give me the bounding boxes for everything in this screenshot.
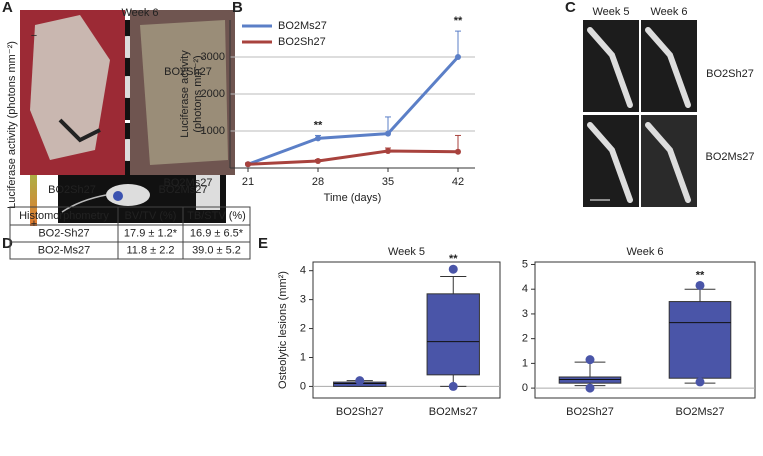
xray-images (583, 20, 697, 207)
y-tick-label: 0 (522, 382, 528, 394)
table-cell: BO2-Sh27 (38, 227, 89, 239)
plot-frame (534, 261, 756, 399)
annotation: ** (314, 119, 323, 131)
panel-label: B (232, 0, 243, 16)
table-cell: 11.8 ± 2.2 (126, 244, 174, 256)
chart-title: Week 6 (626, 246, 663, 258)
point (448, 381, 458, 391)
point (455, 54, 461, 60)
point (455, 148, 461, 155)
y-tick-label: 2 (522, 333, 528, 345)
legend-label: BO2Ms27 (278, 20, 327, 32)
y-tick-label: 1 (522, 357, 528, 369)
panel-label: E (258, 235, 268, 252)
x-tick-label: 42 (452, 176, 464, 188)
x-axis-label: Time (days) (324, 192, 382, 204)
panel-label: A (2, 0, 13, 16)
annotation: ** (696, 269, 705, 281)
image-label: BO2Ms27 (159, 184, 208, 196)
chart-title: Week 5 (388, 246, 425, 258)
line-series (247, 55, 460, 166)
y-tick-label: 0 (300, 380, 306, 392)
box (668, 301, 732, 379)
point (585, 355, 595, 365)
x-tick-label: 28 (312, 176, 324, 188)
table-border (9, 206, 251, 260)
x-tick-label: 21 (242, 176, 254, 188)
y-tick-label: 1 (300, 351, 306, 363)
point (695, 377, 705, 387)
point (315, 135, 321, 142)
point (448, 264, 458, 274)
scale-bottom: + (31, 218, 37, 230)
plot-frame (312, 261, 501, 399)
column-label: Week 6 (650, 6, 687, 18)
image-label: BO2Sh27 (48, 184, 96, 196)
x-tick-label: 35 (382, 176, 394, 188)
annotation: ** (454, 15, 463, 27)
y-tick-label: 4 (522, 283, 528, 295)
scale-top: − (31, 30, 37, 42)
box (426, 293, 480, 376)
point (315, 157, 321, 164)
image-label: BO2Ms27 (164, 177, 213, 189)
y-tick-label: 2 (300, 322, 306, 334)
line-series (247, 149, 459, 166)
table-cell: 16.9 ± 6.5* (190, 227, 244, 239)
row-label: BO2Ms27 (706, 151, 755, 163)
panel-label: C (565, 0, 576, 16)
point (245, 161, 251, 168)
y-axis-label: Luciferase activity (179, 50, 191, 138)
table-header: TB/STV (%) (187, 210, 246, 222)
column-label: Week 5 (592, 6, 629, 18)
x-tick-label: BO2Ms27 (429, 406, 478, 418)
point (355, 376, 365, 386)
y-tick-label: 3000 (201, 51, 225, 63)
point (385, 130, 391, 137)
x-tick-label: BO2Ms27 (676, 406, 725, 418)
histology-images (20, 10, 235, 175)
image-label: BO2Sh27 (164, 66, 212, 78)
y-tick-label: 2000 (201, 88, 225, 100)
annotation: ** (449, 253, 458, 265)
box (558, 376, 622, 384)
table-header: Histomorphometry (19, 210, 109, 222)
table-cell: 17.9 ± 1.2* (124, 227, 178, 239)
y-tick-label: 5 (522, 258, 528, 270)
y-tick-label: 3 (522, 308, 528, 320)
point (585, 383, 595, 393)
x-tick-label: BO2Sh27 (336, 406, 384, 418)
panel-a-title: Week 6 (121, 7, 158, 19)
y-tick-label: 4 (300, 265, 306, 277)
y-axis-label: Osteolytic lesions (mm²) (277, 271, 289, 389)
x-tick-label: BO2Sh27 (566, 406, 614, 418)
table-cell: 39.0 ± 5.2 (192, 244, 241, 256)
table-cell: BO2-Ms27 (38, 244, 91, 256)
panel-label: D (2, 235, 13, 252)
point (695, 280, 705, 290)
y-tick-label: 3 (300, 294, 306, 306)
row-label: BO2Sh27 (706, 68, 754, 80)
table-header: BV/TV (%) (125, 210, 177, 222)
y-axis-label: (photons mm⁻²) (192, 55, 204, 132)
point (385, 147, 391, 154)
legend-label: BO2Sh27 (278, 36, 326, 48)
scale-axis-label: Luciferase activity (photons mm⁻²) (6, 41, 18, 209)
y-tick-label: 1000 (201, 125, 225, 137)
